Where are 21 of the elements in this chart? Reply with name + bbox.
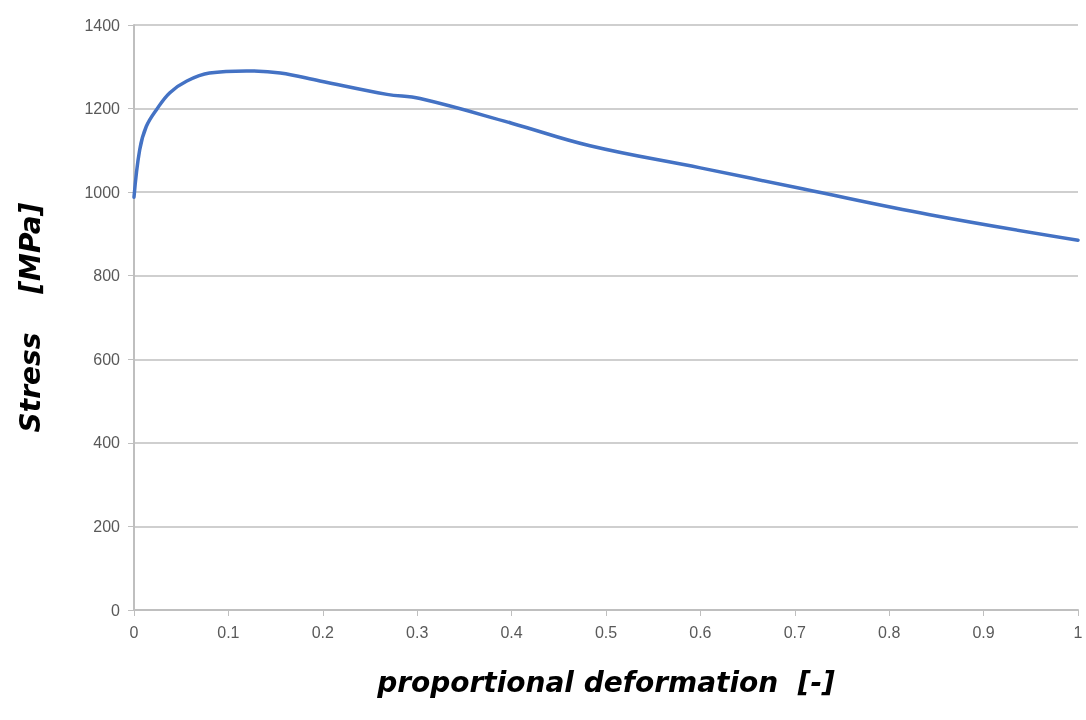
y-tick-label: 200: [93, 517, 121, 535]
y-tick-label: 0: [111, 601, 121, 619]
y-tick-label: 400: [93, 434, 121, 452]
y-axis-title: Stress [MPa]: [13, 202, 47, 433]
x-tick-label: 0.1: [217, 623, 240, 641]
x-tick-label: 0: [129, 623, 139, 641]
x-tick-label: 0.3: [406, 623, 429, 641]
x-tick-label: 0.8: [878, 623, 901, 641]
x-tick-label: 0.2: [311, 623, 335, 641]
x-tick-label: 0.9: [972, 623, 995, 641]
y-tick-label: 1000: [84, 183, 121, 201]
x-tick-label: 0.7: [783, 623, 807, 641]
x-tick-label: 0.4: [500, 623, 523, 641]
y-tick-label: 1200: [84, 100, 121, 118]
y-tick-label: 1400: [84, 16, 121, 34]
x-axis-title: proportional deformation [-]: [376, 665, 836, 699]
y-tick-label: 800: [93, 267, 121, 285]
x-tick-label: 0.6: [689, 623, 712, 641]
y-tick-label: 600: [93, 350, 121, 368]
x-tick-label: 1: [1073, 623, 1083, 641]
x-tick-label: 0.5: [594, 623, 618, 641]
